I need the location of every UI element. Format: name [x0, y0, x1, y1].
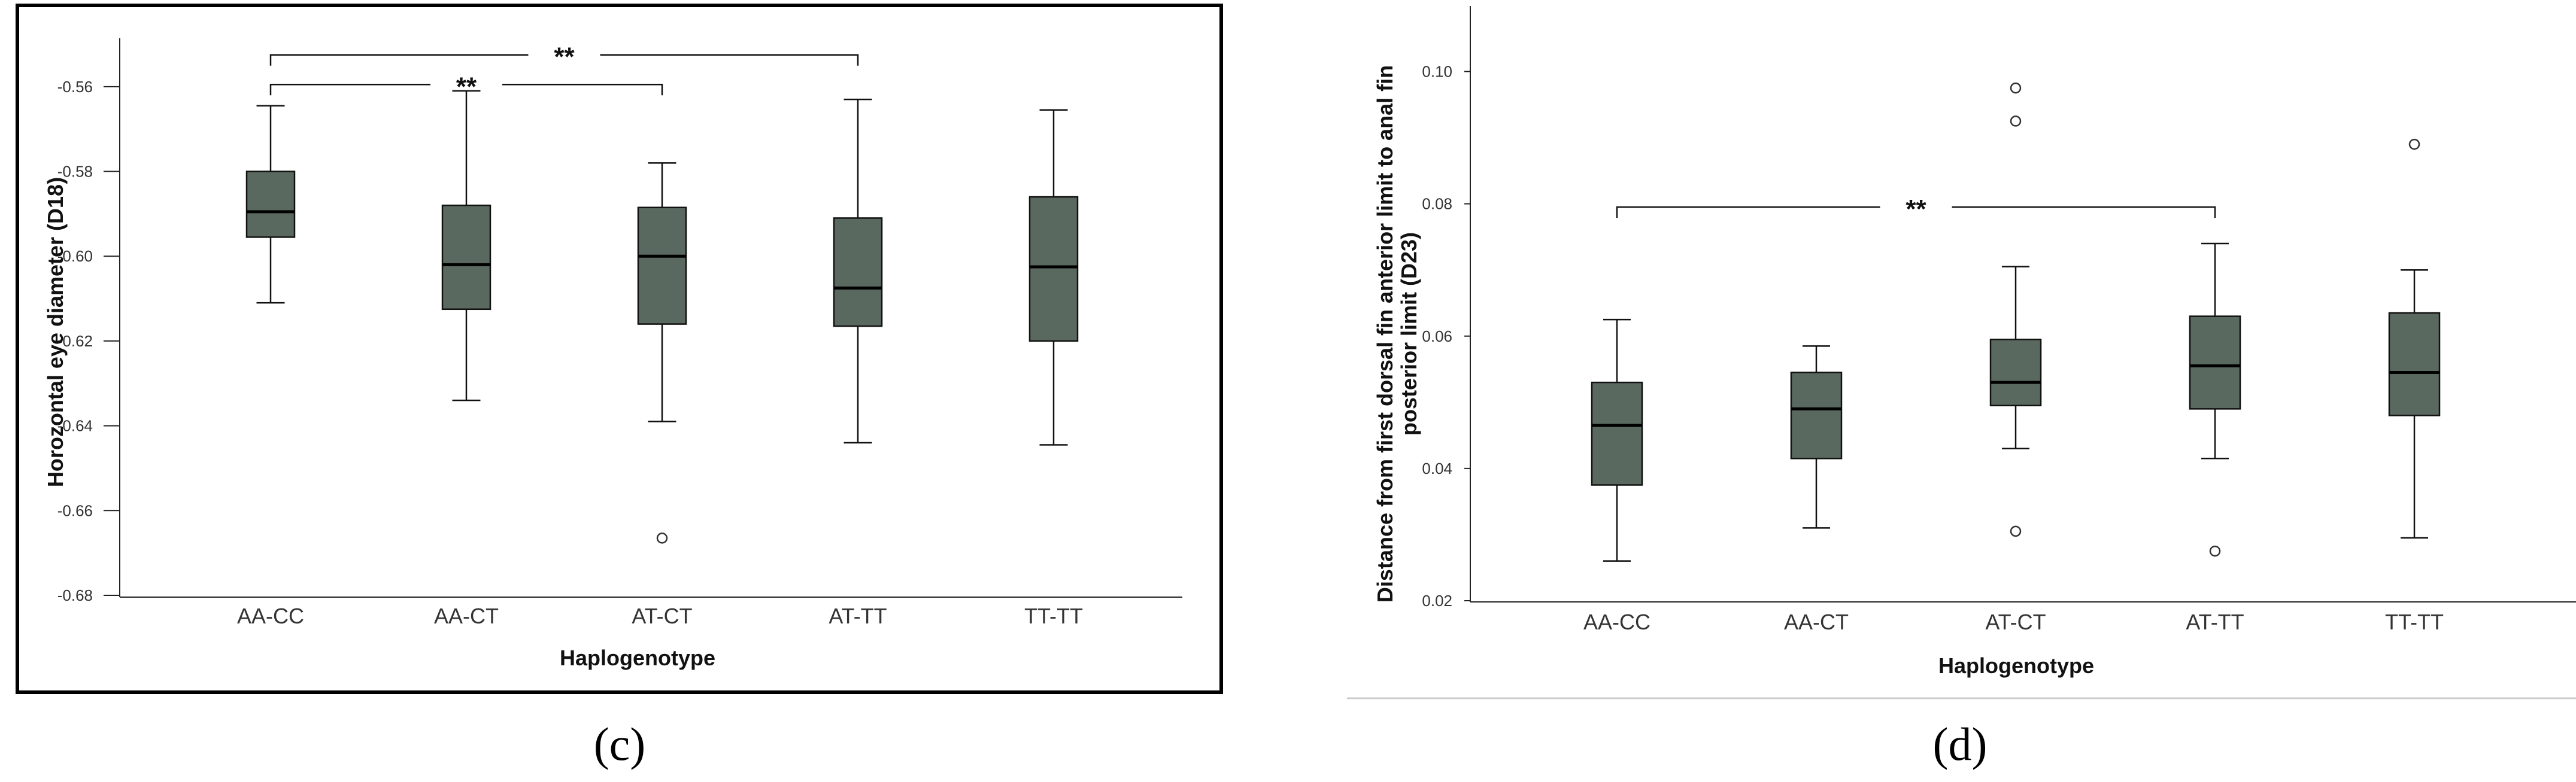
- iqr-box: [833, 217, 883, 327]
- y-tick-label: -0.62: [57, 332, 93, 350]
- panel-d-y-axis-title-line-1: Distance from first dorsal fin anterior …: [1373, 65, 1397, 603]
- iqr-box: [1989, 339, 2042, 407]
- bracket-right: [1952, 206, 2216, 218]
- bracket-left: [269, 84, 430, 96]
- y-tick-label: -0.68: [57, 586, 93, 604]
- panel-c-y-axis-title: Horozontal eye diameter (D18): [43, 177, 68, 487]
- y-tick-label: -0.60: [57, 247, 93, 265]
- outlier-point: [656, 533, 668, 544]
- panel-d-chart: 0.100.080.060.040.02 ** AA-CC AA-CT AT-CT A…: [1347, 6, 2576, 699]
- panel-c-chart: -0.56-0.58-0.60-0.62-0.64-0.66-0.68 ****…: [16, 4, 1223, 694]
- bracket-left: [269, 54, 529, 66]
- y-tick-label: 0.10: [1422, 63, 1452, 81]
- panel-d-x-axis-title: Haplogenotype: [1938, 653, 2094, 678]
- panel-d-y-ticks: 0.10 0.08 0.06 0.04 0.02: [1422, 63, 1470, 610]
- box-TT-TT: [1028, 109, 1079, 446]
- significance-label: **: [554, 42, 575, 72]
- panel-c-x-axis-title: Haplogenotype: [560, 646, 715, 670]
- box-AA-CT: [1790, 345, 1843, 529]
- box-TT-TT: [2388, 138, 2441, 539]
- iqr-box: [2189, 315, 2241, 410]
- x-tick-label: AA-CT: [1784, 610, 1849, 634]
- panel-d-x-ticks: AA-CC AA-CT AT-CT AT-TT TT-TT: [1583, 610, 2444, 634]
- outlier-point: [2010, 115, 2022, 127]
- panel-d-axes: [1470, 6, 2576, 603]
- panel-d-significance: **: [1616, 194, 2216, 224]
- x-tick-label: AT-TT: [829, 604, 887, 628]
- iqr-box: [637, 206, 687, 325]
- box-AT-TT: [2189, 242, 2241, 557]
- panel-c-x-ticks: AA-CC AA-CT AT-CT AT-TT TT-TT: [237, 604, 1083, 628]
- box-AA-CC: [1591, 318, 1643, 562]
- box-AA-CC: [245, 105, 296, 304]
- panel-d-label: (d): [1933, 718, 1988, 770]
- panel-d-y-axis-title-line-2: posterior limit (D23): [1397, 232, 1421, 436]
- x-tick-label: AT-TT: [2186, 610, 2244, 634]
- panel-c-significance: ** **: [269, 42, 859, 101]
- x-tick-label: TT-TT: [2385, 610, 2444, 634]
- bracket-right: [502, 84, 663, 96]
- outlier-point: [2209, 545, 2221, 557]
- iqr-box: [2388, 312, 2441, 416]
- outlier-point: [2010, 82, 2022, 94]
- box-AT-CT: [1989, 82, 2042, 537]
- significance-bracket: **: [269, 42, 859, 72]
- iqr-box: [1790, 372, 1843, 460]
- panel-c-boxes: [245, 90, 1079, 544]
- x-tick-label: AT-CT: [632, 604, 692, 628]
- iqr-box: [441, 204, 491, 311]
- x-tick-label: AA-CT: [434, 604, 499, 628]
- y-tick-label: 0.08: [1422, 195, 1452, 213]
- panel-d-boxes: [1591, 82, 2441, 562]
- bracket-left: [1616, 206, 1880, 218]
- y-tick-label: -0.64: [57, 417, 93, 435]
- y-tick-label: -0.56: [57, 78, 93, 96]
- x-tick-label: TT-TT: [1024, 604, 1083, 628]
- box-AT-CT: [637, 162, 687, 544]
- significance-label: **: [456, 72, 477, 101]
- significance-label: **: [1906, 194, 1926, 224]
- y-tick-label: 0.02: [1422, 592, 1452, 610]
- outlier-point: [2408, 138, 2420, 150]
- box-AT-TT: [833, 98, 883, 444]
- y-tick-label: -0.66: [57, 501, 93, 519]
- y-tick-label: 0.06: [1422, 327, 1452, 345]
- box-AA-CT: [441, 90, 491, 401]
- iqr-box: [245, 171, 296, 238]
- y-tick-label: 0.04: [1422, 460, 1452, 477]
- outlier-point: [2010, 525, 2022, 537]
- x-tick-label: AT-CT: [1985, 610, 2046, 634]
- y-tick-label: -0.58: [57, 163, 93, 181]
- panel-c-axes: [119, 38, 1182, 598]
- x-tick-label: AA-CC: [237, 604, 304, 628]
- x-tick-label: AA-CC: [1583, 610, 1650, 634]
- iqr-box: [1591, 381, 1643, 486]
- iqr-box: [1028, 196, 1079, 342]
- panel-c-label: (c): [594, 718, 646, 770]
- panel-c-frame: [16, 4, 1223, 694]
- panel-c-y-ticks: -0.56 -0.58 -0.60 -0.62 -0.64 -0.66 -0.68: [57, 78, 120, 604]
- bracket-right: [600, 54, 859, 66]
- significance-bracket: **: [269, 72, 663, 101]
- significance-bracket: **: [1616, 194, 2216, 224]
